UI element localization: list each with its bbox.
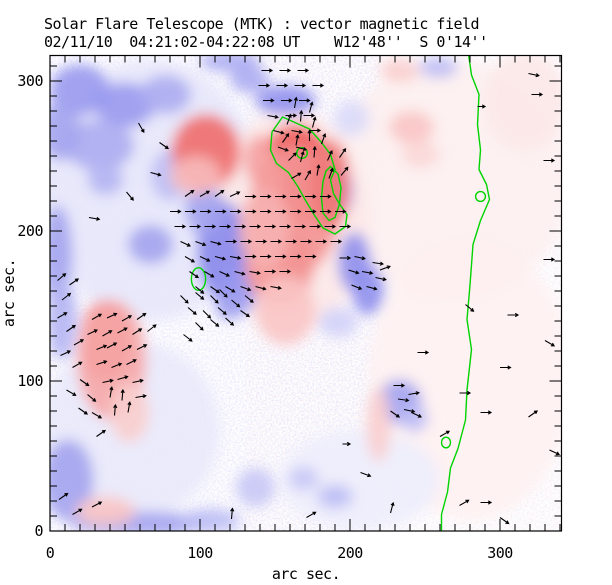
negative-polarity-blob bbox=[87, 165, 124, 195]
y-tick-label: 100 bbox=[17, 372, 43, 390]
contour-loop bbox=[320, 165, 342, 222]
plot-area bbox=[50, 55, 562, 531]
positive-polarity-blob bbox=[245, 135, 275, 186]
positive-polarity-blob bbox=[75, 496, 136, 527]
negative-polarity-blob bbox=[317, 484, 353, 509]
positive-polarity-blob bbox=[401, 141, 440, 168]
x-tick-label: 0 bbox=[46, 544, 55, 562]
figure-subtitle: 02/11/10 04:21:02-04:22:08 UT W12'48'' S… bbox=[44, 33, 488, 51]
positive-polarity-blob bbox=[366, 387, 391, 462]
negative-polarity-blob bbox=[288, 466, 319, 491]
negative-polarity-blob bbox=[351, 264, 385, 315]
negative-polarity-blob bbox=[215, 295, 245, 320]
positive-polarity-blob bbox=[311, 139, 350, 230]
negative-polarity-blob bbox=[128, 225, 173, 264]
polarity-blobs bbox=[50, 55, 562, 531]
contour-circle bbox=[440, 436, 452, 449]
magnetic-field-vectors bbox=[57, 68, 560, 525]
negative-polarity-blob bbox=[50, 205, 73, 305]
negative-polarity-blob bbox=[318, 307, 358, 338]
positive-polarity-blob bbox=[380, 58, 419, 83]
contour-circle bbox=[474, 190, 487, 203]
positive-polarity-blob bbox=[110, 382, 149, 443]
positive-polarity-blob bbox=[239, 189, 290, 270]
negative-polarity-blob bbox=[95, 82, 155, 128]
negative-polarity-blob bbox=[333, 100, 370, 137]
positive-polarity-blob bbox=[170, 156, 221, 195]
figure-title: Solar Flare Telescope (MTK) : vector mag… bbox=[44, 15, 480, 33]
positive-polarity-blob bbox=[255, 276, 316, 345]
y-tick-label: 200 bbox=[17, 222, 43, 240]
plot-box bbox=[49, 54, 563, 532]
y-tick-label: 300 bbox=[17, 72, 43, 90]
negative-polarity-blob bbox=[140, 75, 191, 114]
x-tick-label: 300 bbox=[487, 544, 513, 562]
negative-polarity-blob bbox=[185, 184, 224, 236]
x-tick-label: 100 bbox=[187, 544, 213, 562]
polarity-inversion-line bbox=[440, 55, 491, 531]
y-axis-label: arc sec. bbox=[0, 258, 18, 328]
negative-polarity-blob bbox=[180, 508, 241, 531]
contour-circle bbox=[190, 267, 207, 292]
negative-polarity-blob bbox=[236, 468, 275, 507]
x-tick-label: 200 bbox=[337, 544, 363, 562]
negative-polarity-blob bbox=[50, 279, 77, 360]
y-tick-label: 0 bbox=[34, 522, 43, 540]
negative-polarity-blob bbox=[281, 430, 440, 530]
x-axis-label: arc sec. bbox=[271, 565, 341, 583]
negative-polarity-blob bbox=[50, 439, 94, 521]
negative-polarity-blob bbox=[419, 57, 458, 78]
negative-polarity-blob bbox=[65, 120, 134, 171]
negative-polarity-blob bbox=[50, 100, 80, 161]
positive-polarity-blob bbox=[389, 111, 434, 144]
negative-polarity-blob bbox=[230, 66, 269, 93]
positive-polarity-blob bbox=[485, 55, 562, 150]
negative-polarity-blob bbox=[401, 405, 428, 432]
